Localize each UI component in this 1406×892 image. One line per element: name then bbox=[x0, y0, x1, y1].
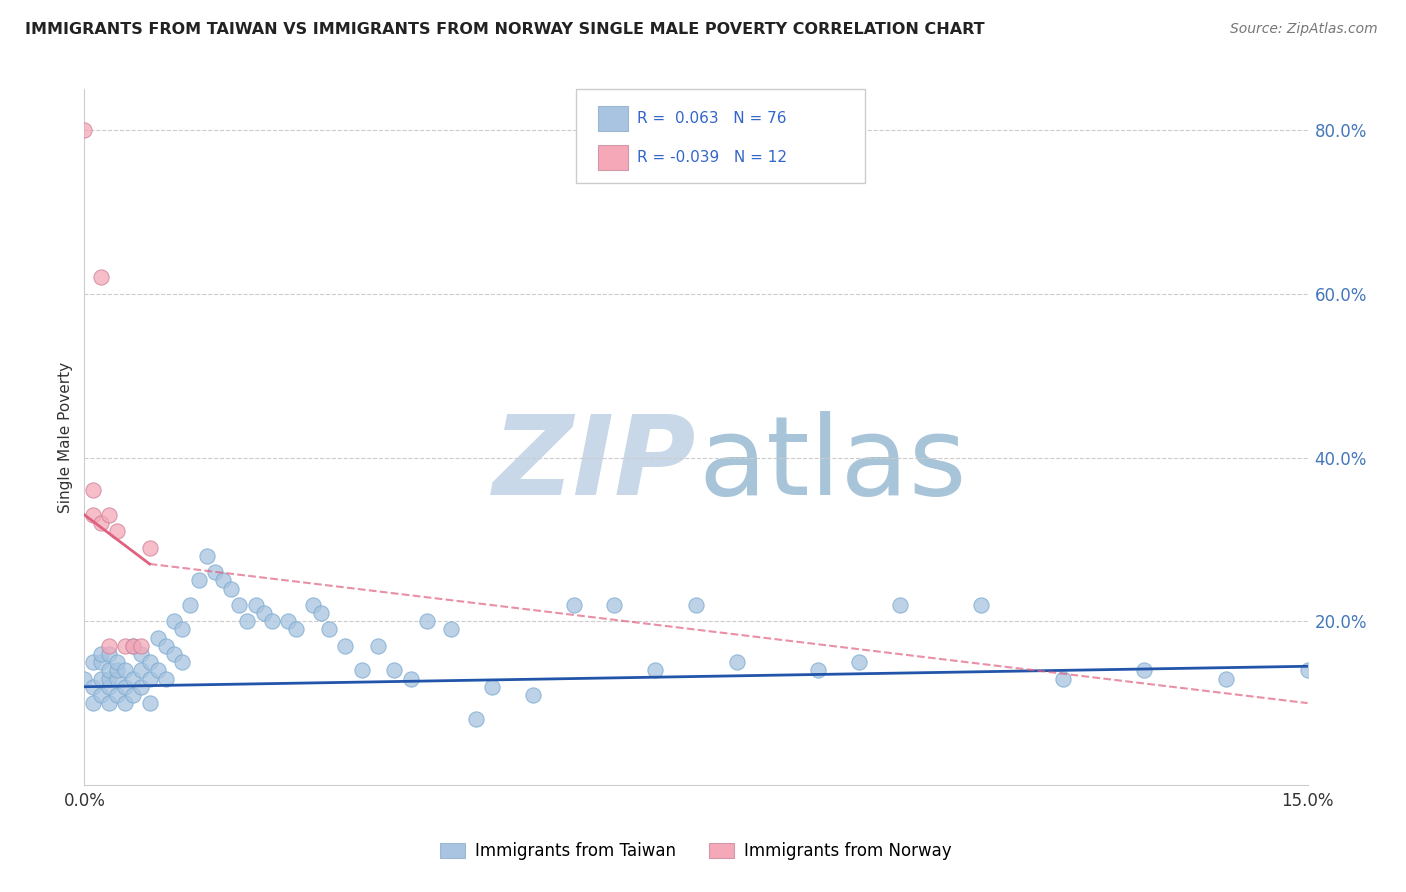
Point bbox=[481, 680, 503, 694]
Point bbox=[97, 639, 120, 653]
Point bbox=[236, 614, 259, 628]
Point bbox=[253, 606, 276, 620]
Point bbox=[399, 672, 422, 686]
Point bbox=[195, 549, 218, 563]
Text: ZIP: ZIP bbox=[492, 411, 696, 518]
Point bbox=[90, 655, 112, 669]
Point bbox=[105, 664, 128, 678]
Point bbox=[138, 541, 160, 555]
Point bbox=[644, 664, 666, 678]
Point bbox=[90, 516, 112, 530]
Point bbox=[97, 508, 120, 522]
Point bbox=[73, 672, 96, 686]
Point bbox=[97, 672, 120, 686]
Point bbox=[105, 688, 128, 702]
Point bbox=[219, 582, 242, 596]
Point bbox=[212, 574, 235, 588]
Point bbox=[382, 664, 405, 678]
Point bbox=[122, 688, 145, 702]
Point bbox=[440, 623, 463, 637]
Point bbox=[114, 639, 136, 653]
Point bbox=[90, 647, 112, 661]
Point bbox=[685, 598, 707, 612]
Point bbox=[309, 606, 332, 620]
Point bbox=[131, 639, 153, 653]
Text: IMMIGRANTS FROM TAIWAN VS IMMIGRANTS FROM NORWAY SINGLE MALE POVERTY CORRELATION: IMMIGRANTS FROM TAIWAN VS IMMIGRANTS FRO… bbox=[25, 22, 986, 37]
Point bbox=[97, 696, 120, 710]
Point bbox=[172, 655, 194, 669]
Point bbox=[464, 713, 486, 727]
Point bbox=[138, 672, 160, 686]
Point bbox=[82, 696, 104, 710]
Point bbox=[172, 623, 194, 637]
Point bbox=[90, 672, 112, 686]
Point bbox=[889, 598, 911, 612]
Point bbox=[131, 680, 153, 694]
Point bbox=[277, 614, 299, 628]
Point bbox=[1215, 672, 1237, 686]
Point bbox=[73, 123, 96, 137]
Point bbox=[163, 647, 186, 661]
Point bbox=[146, 631, 169, 645]
Point bbox=[807, 664, 830, 678]
Point bbox=[82, 680, 104, 694]
Point bbox=[82, 655, 104, 669]
Point bbox=[603, 598, 626, 612]
Point bbox=[228, 598, 250, 612]
Point bbox=[163, 614, 186, 628]
Point bbox=[318, 623, 340, 637]
Point bbox=[90, 688, 112, 702]
Point bbox=[522, 688, 544, 702]
Point bbox=[1133, 664, 1156, 678]
Point bbox=[90, 270, 112, 285]
Point bbox=[245, 598, 267, 612]
Point bbox=[97, 647, 120, 661]
Point bbox=[301, 598, 323, 612]
Point bbox=[179, 598, 201, 612]
Text: R = -0.039   N = 12: R = -0.039 N = 12 bbox=[637, 151, 787, 165]
Point bbox=[562, 598, 585, 612]
Point bbox=[155, 672, 177, 686]
Point bbox=[105, 655, 128, 669]
Text: atlas: atlas bbox=[699, 411, 967, 518]
Y-axis label: Single Male Poverty: Single Male Poverty bbox=[58, 361, 73, 513]
Point bbox=[285, 623, 308, 637]
Point bbox=[122, 639, 145, 653]
Point bbox=[114, 680, 136, 694]
Point bbox=[335, 639, 357, 653]
Point bbox=[725, 655, 748, 669]
Point bbox=[204, 565, 226, 579]
Point bbox=[138, 696, 160, 710]
Point bbox=[114, 664, 136, 678]
Point bbox=[122, 639, 145, 653]
Point bbox=[260, 614, 283, 628]
Point bbox=[1052, 672, 1074, 686]
Point bbox=[97, 664, 120, 678]
Point bbox=[122, 672, 145, 686]
Point bbox=[114, 696, 136, 710]
Point bbox=[848, 655, 870, 669]
Text: Source: ZipAtlas.com: Source: ZipAtlas.com bbox=[1230, 22, 1378, 37]
Point bbox=[105, 672, 128, 686]
Point bbox=[1296, 664, 1319, 678]
Point bbox=[416, 614, 439, 628]
Point bbox=[97, 680, 120, 694]
Point bbox=[105, 524, 128, 539]
Point bbox=[146, 664, 169, 678]
Point bbox=[155, 639, 177, 653]
Point bbox=[131, 664, 153, 678]
Point bbox=[970, 598, 993, 612]
Point bbox=[82, 483, 104, 498]
Point bbox=[367, 639, 389, 653]
Point bbox=[138, 655, 160, 669]
Point bbox=[350, 664, 373, 678]
Point bbox=[131, 647, 153, 661]
Legend: Immigrants from Taiwan, Immigrants from Norway: Immigrants from Taiwan, Immigrants from … bbox=[433, 836, 959, 867]
Text: R =  0.063   N = 76: R = 0.063 N = 76 bbox=[637, 112, 786, 126]
Point bbox=[82, 508, 104, 522]
Point bbox=[187, 574, 209, 588]
